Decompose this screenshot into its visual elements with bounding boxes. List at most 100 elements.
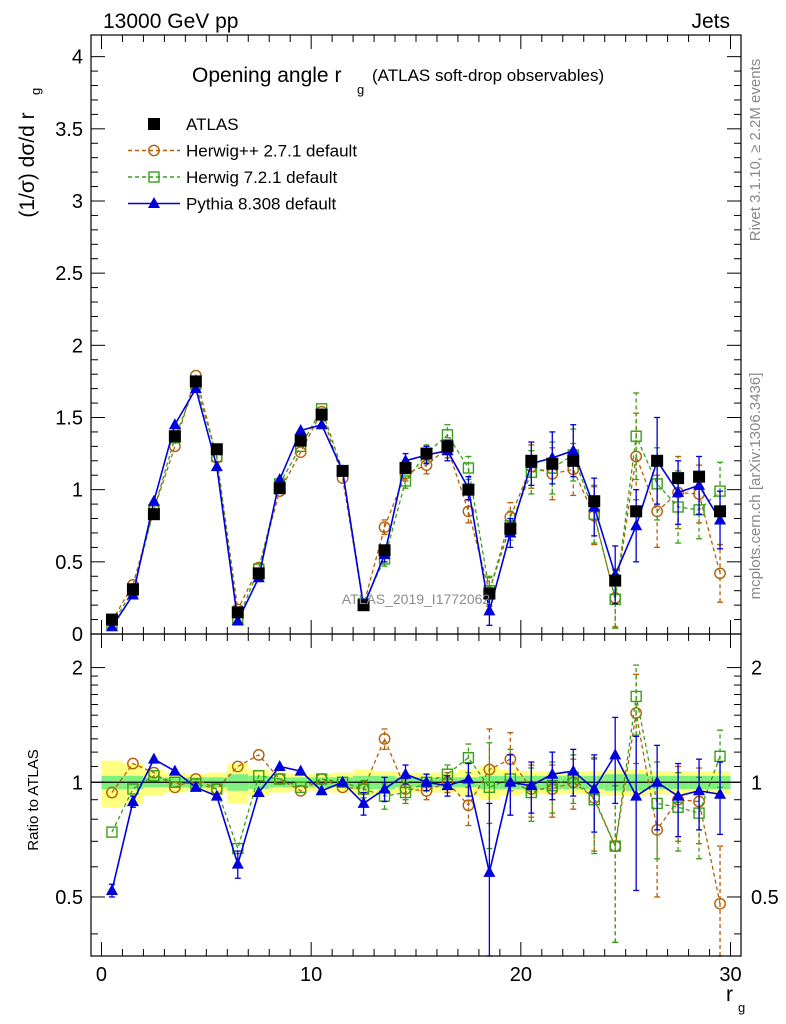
main-title-note: (ATLAS soft-drop observables) [372,66,604,85]
ratio-data-point [274,773,286,785]
x-tick-label: 0 [96,964,107,986]
ratio-data-point [357,796,370,808]
ratio-data-point [399,767,412,779]
data-point [378,521,391,534]
data-point [714,505,727,518]
ratio-data-point [210,789,223,801]
ratio-data-point [693,784,706,796]
data-point [462,462,475,474]
ratio-y-tick-label-right: 1 [751,772,762,794]
data-point [105,613,118,626]
main-title: Opening angle r g (ATLAS soft-drop obser… [192,64,604,97]
ratio-y-tick-label: 2 [72,658,83,680]
data-point [567,444,580,456]
data-point [630,505,643,518]
ratio-data-point [483,781,496,794]
x-tick-label: 20 [510,964,532,986]
data-point [630,519,643,531]
data-point [210,443,223,456]
y-tick-label: 1.5 [55,407,83,429]
ratio-data-point [420,775,433,787]
ratio-panel: 0.5 0.51 12 20 10 20 30 [55,633,779,986]
mcplots-label: mcplots.cern.ch [arXiv:1306.3436] [747,373,764,600]
y-tick-label: 0.5 [55,552,83,574]
ratio-series-0 [106,673,726,957]
main-y-axis-label: (1/σ) dσ/d r g [16,88,43,218]
y-tick-label: 2.5 [55,263,83,285]
ratio-data-point [378,782,391,794]
y-tick-label: 2 [72,335,83,357]
legend-marker [148,197,160,208]
ratio-data-point [462,772,475,784]
ratio-data-point [105,883,118,895]
legend-label: Herwig 7.2.1 default [186,168,337,187]
ratio-data-point [127,757,139,770]
data-point [714,567,726,580]
ratio-data-point [609,840,621,852]
ratio-data-point [315,784,328,796]
series-0 [105,375,727,626]
main-title-subscript: g [357,82,364,97]
legend-entry-3: Pythia 8.308 default [128,195,337,214]
data-point [357,599,370,612]
ratio-data-point [567,764,580,776]
data-point [315,418,328,430]
ratio-data-point [294,781,307,794]
legend-label: Pythia 8.308 default [186,195,337,214]
data-point [210,460,223,472]
ratio-data-point [546,767,559,779]
ratio-data-point [588,782,601,794]
data-point [315,408,328,421]
data-point [294,434,307,447]
data-point [609,574,622,587]
ratio-y-tick-label-right: 0.5 [751,887,779,909]
ratio-y-axis-label: Ratio to ATLAS [25,749,42,850]
ratio-data-point [147,752,160,764]
data-point [672,486,685,498]
main-panel: 0 0.5 1 1.5 2 2.5 3 3.5 4 [55,34,742,646]
x-axis-label-sub: g [738,1000,745,1015]
legend-label: Herwig++ 2.7.1 default [186,142,357,161]
ratio-data-point [714,897,726,910]
data-point [693,470,706,483]
ratio-data-point [252,786,265,798]
watermark-label: ATLAS_2019_I1772062 [342,591,491,607]
legend-marker [148,118,160,130]
ratio-data-point [253,770,265,782]
legend-entry-1: Herwig++ 2.7.1 default [128,142,357,161]
ratio-data-point [714,750,726,763]
main-y-axis-label-sub: g [28,88,43,95]
data-point [462,483,475,496]
ratio-data-point [294,764,307,776]
y-tick-label: 1 [72,480,83,502]
data-point [231,606,244,619]
data-point [294,423,307,435]
x-tick-label: 30 [719,964,741,986]
header-energy-label: 13000 GeV pp [103,10,238,33]
ratio-data-point [504,775,517,787]
data-point [273,473,286,485]
data-point [672,472,685,485]
x-axis-label-text: r [726,983,733,1006]
data-point [546,457,559,470]
rivet-version-label: Rivet 3.1.10, ≥ 2.2M events [747,59,764,242]
ratio-data-point [483,865,496,877]
data-point [441,440,454,453]
ratio-data-point [169,776,181,788]
data-point [567,454,580,467]
ratio-data-point [462,752,475,764]
legend-marker [148,144,160,157]
ratio-y-tick-label: 1 [72,772,83,794]
x-axis-label: r g [726,983,745,1015]
y-tick-label: 3 [72,191,83,213]
ratio-y-tick-label-right: 2 [751,658,762,680]
data-point [525,454,538,467]
main-y-axis-label-text: (1/σ) dσ/d r [16,112,39,217]
ratio-data-point [273,760,286,772]
ratio-data-point [399,786,412,799]
data-point [147,508,160,521]
data-point [588,495,601,508]
ratio-series-2 [105,716,727,957]
data-point [714,513,727,525]
